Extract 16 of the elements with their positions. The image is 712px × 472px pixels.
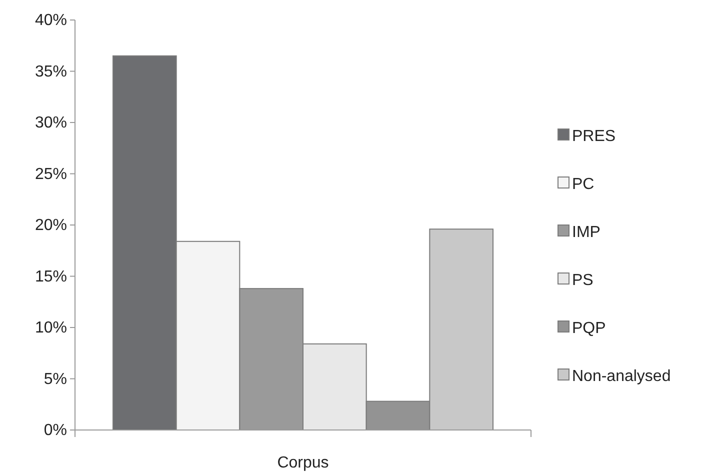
legend-label: PRES — [572, 128, 616, 145]
y-tick-label: 15% — [34, 268, 67, 286]
legend-label: PQP — [572, 320, 606, 337]
y-tick-label: 30% — [34, 114, 67, 132]
y-tick-label: 35% — [34, 63, 67, 80]
y-tick-label: 25% — [34, 166, 67, 183]
y-tick-label: 10% — [34, 320, 67, 337]
y-tick-label: 0% — [44, 422, 67, 440]
y-tick-label: 5% — [44, 370, 67, 388]
x-tick-label: Corpus — [277, 454, 329, 472]
legend-label: Non-analysed — [572, 368, 671, 385]
legend-label: IMP — [572, 224, 600, 241]
y-tick-label: 40% — [34, 12, 67, 30]
y-tick-label: 20% — [34, 217, 67, 234]
legend-label: PC — [572, 176, 594, 193]
legend-label: PS — [572, 272, 594, 289]
